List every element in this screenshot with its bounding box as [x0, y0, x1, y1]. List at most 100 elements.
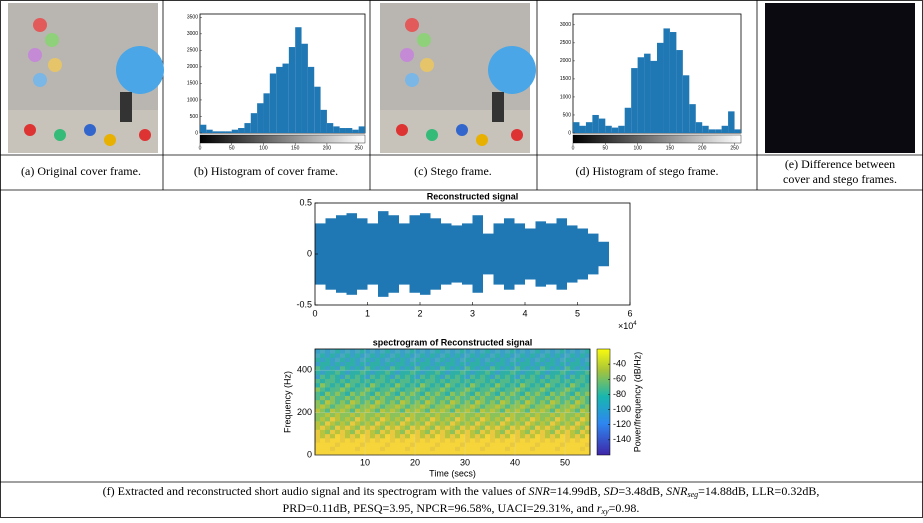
y-tick-label: 500 [563, 112, 572, 118]
spectrogram-cell [385, 357, 391, 363]
spectrogram-cell [570, 404, 576, 409]
spectrogram-cell [550, 382, 556, 388]
spectrogram-cell [410, 387, 416, 392]
spectrogram-cell [520, 438, 526, 443]
spectrogram-cell [330, 357, 336, 363]
spectrogram-cell [375, 399, 381, 405]
spectrogram-cell [360, 446, 366, 452]
spectrogram-cell [340, 450, 346, 456]
spectrogram-cell [565, 404, 571, 409]
signal-envelope [336, 215, 347, 293]
spectrogram-cell [470, 361, 476, 367]
spectrogram-cell [540, 438, 546, 443]
spectrogram-cell [410, 349, 416, 354]
spectrogram-cell [495, 416, 501, 422]
spectrogram-cell [455, 357, 461, 363]
spectrogram-cell [500, 442, 506, 447]
spectrogram-cell [555, 442, 561, 447]
signal-envelope [420, 213, 431, 295]
spectrogram-cell [330, 365, 336, 371]
spectrogram-cell [320, 361, 326, 367]
spectrogram-cell [445, 399, 451, 405]
spectrogram-cell [345, 425, 351, 430]
spectrogram-cell [450, 442, 456, 447]
spectrogram-cell [380, 349, 386, 354]
spectrogram-cell [455, 416, 461, 422]
spectrogram-cell [465, 399, 471, 405]
spectrogram-cell [440, 361, 446, 367]
spectrogram-cell [580, 374, 586, 379]
spectrogram-cell [500, 387, 506, 392]
spectrogram-cell [400, 382, 406, 388]
spectrogram-cell [400, 404, 406, 409]
spectrogram-cell [480, 446, 486, 452]
spectrogram-cell [530, 438, 536, 443]
bar [269, 73, 277, 133]
spectrogram-cell [315, 353, 321, 358]
spectrogram-cell [430, 382, 436, 388]
spectrogram-cell [555, 387, 561, 392]
spectrogram-cell [450, 416, 456, 422]
spectrogram-cell [340, 399, 346, 405]
spectrogram-cell [380, 387, 386, 392]
spectrogram-cell [390, 365, 396, 371]
spectrogram-cell [485, 433, 491, 439]
spectrogram-cell [535, 404, 541, 409]
spectrogram-cell [460, 438, 466, 443]
spectrogram-cell [390, 404, 396, 409]
spectrogram-cell [405, 433, 411, 439]
spectrogram-cell [445, 404, 451, 409]
spectrogram-cell [565, 374, 571, 379]
spectrogram-cell [315, 438, 321, 443]
spectrogram-cell [355, 421, 361, 426]
x-tick-label: 0 [312, 308, 317, 318]
spectrogram-cell [360, 357, 366, 363]
spectrogram-cell [340, 425, 346, 430]
spectrogram-cell [390, 395, 396, 401]
spectrogram-cell [470, 416, 476, 422]
spectrogram-cell [475, 382, 481, 388]
spectrogram-cell [585, 412, 591, 418]
spectrogram-cell [425, 429, 431, 435]
spectrogram-cell [535, 442, 541, 447]
spectrogram-cell [535, 370, 541, 375]
spectrogram-cell [345, 361, 351, 367]
spectrogram-cell [345, 353, 351, 358]
spectrogram-cell [490, 374, 496, 379]
spectrogram-cell [365, 399, 371, 405]
spectrogram-cell [425, 412, 431, 418]
spectrogram-cell [505, 378, 511, 384]
spectrogram-cell [510, 387, 516, 392]
spectrogram-cell [420, 399, 426, 405]
spectrogram-cell [515, 450, 521, 456]
bar [682, 75, 690, 133]
spectrogram-cell [325, 391, 331, 396]
spectrogram-cell [415, 353, 421, 358]
spectrogram-cell [490, 387, 496, 392]
spectrogram-cell [415, 357, 421, 363]
spectrogram-cell [570, 442, 576, 447]
colorbar-tick-label: -60 [613, 374, 626, 384]
spectrogram-cell [330, 408, 336, 413]
spectrogram-cell [545, 421, 551, 426]
spectrogram-cell [380, 438, 386, 443]
spectrogram-cell [345, 404, 351, 409]
spectrogram-cell [375, 412, 381, 418]
spectrogram-cell [565, 353, 571, 358]
x-tick-label: 40 [510, 457, 520, 467]
spectrogram-cell [390, 370, 396, 375]
spectrogram-cell [505, 404, 511, 409]
spectrogram-cell [315, 442, 321, 447]
spectrogram-cell [410, 429, 416, 435]
spectrogram-cell [550, 412, 556, 418]
spectrogram-cell [495, 370, 501, 375]
spectrogram-cell [455, 425, 461, 430]
spectrogram-cell [565, 442, 571, 447]
spectrogram-cell [365, 438, 371, 443]
bar [721, 125, 729, 133]
spectrogram-cell [555, 382, 561, 388]
spectrogram-cell [385, 370, 391, 375]
spectrogram-cell [410, 353, 416, 358]
spectrogram-cell [520, 450, 526, 456]
spectrogram-cell [505, 370, 511, 375]
